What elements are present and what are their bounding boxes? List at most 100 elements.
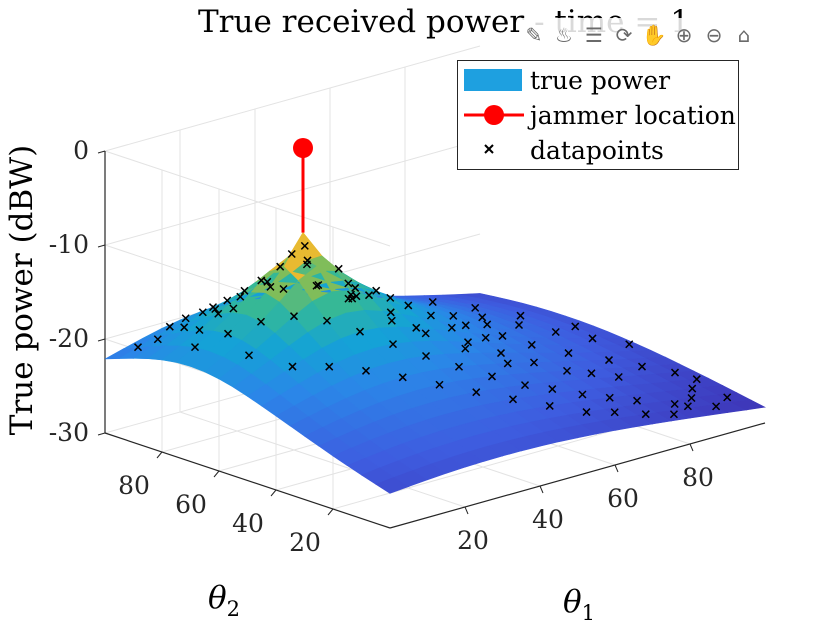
datapoint-stroke — [361, 366, 371, 375]
datapoint-stroke — [421, 329, 430, 338]
z-tick-label: -10 — [49, 230, 89, 259]
datapoint-stroke — [198, 308, 207, 317]
z-tick-mark — [97, 150, 106, 154]
zoom-in-icon[interactable]: ⊕ — [675, 23, 693, 47]
datapoint-marker — [723, 393, 732, 402]
datapoint-marker — [571, 322, 580, 331]
datapoint-marker — [334, 264, 343, 273]
datapoint-marker — [312, 281, 321, 290]
datapoint-stroke — [404, 301, 413, 310]
datapoint-marker — [498, 331, 507, 340]
datapoint-marker — [214, 309, 223, 318]
datapoint-stroke — [471, 303, 480, 312]
datapoint-stroke — [334, 264, 343, 273]
datapoint-marker — [190, 343, 200, 352]
datapoint-marker — [229, 304, 238, 313]
jammer-marker — [293, 138, 313, 158]
datapoint-stroke — [461, 344, 470, 353]
true-power-surface — [104, 231, 766, 494]
datapoint-marker — [208, 303, 218, 312]
z-gridline — [103, 45, 481, 247]
datapoint-stroke — [351, 283, 360, 292]
datapoint-marker — [398, 373, 407, 382]
jammer-location-series — [293, 138, 313, 233]
datapoint-marker — [256, 317, 266, 326]
datapoint-stroke — [571, 322, 580, 331]
legend-icon[interactable]: ☰ — [585, 23, 603, 47]
data-tips-icon[interactable]: ✎ — [525, 23, 543, 47]
rotate-icon[interactable]: ⟳ — [615, 23, 633, 47]
datapoint-marker — [461, 344, 470, 353]
datapoint-stroke — [426, 311, 435, 320]
datapoint-stroke — [548, 385, 557, 394]
datapoint-stroke — [503, 359, 512, 368]
brush-icon[interactable]: ♨ — [555, 23, 573, 47]
datapoint-marker — [487, 372, 497, 381]
datapoint-stroke — [364, 291, 374, 300]
datapoint-marker — [712, 402, 721, 411]
datapoint-stroke — [588, 334, 597, 343]
z-tick-label: -30 — [49, 418, 89, 447]
x-tick-mark — [539, 485, 544, 494]
datapoint-marker — [279, 284, 288, 294]
datapoint-stroke — [641, 410, 650, 419]
datapoint-stroke — [604, 356, 614, 365]
datapoint-stroke — [287, 249, 296, 258]
datapoint-marker — [481, 333, 490, 342]
datapoint-marker — [548, 385, 557, 394]
datapoint-marker — [588, 334, 597, 343]
y-tick-mark — [156, 451, 163, 459]
z-axis-label: True power (dBW) — [4, 145, 40, 435]
y-tick-mark — [213, 470, 220, 478]
z-tick-mark — [97, 432, 106, 436]
x-axis-label: θ1 — [563, 584, 595, 625]
legend-cross-icon — [484, 144, 494, 154]
legend-stem-icon — [464, 105, 524, 125]
datapoint-stroke — [712, 402, 721, 411]
axes-toolbar: ✎ ♨ ☰ ⟳ ✋ ⊕ ⊖ ⌂ — [520, 18, 758, 52]
datapoint-stroke — [605, 393, 614, 402]
datapoint-marker — [508, 395, 518, 404]
datapoint-stroke — [289, 312, 299, 321]
datapoint-marker — [314, 280, 323, 290]
datapoint-stroke — [454, 362, 464, 371]
y-tick-label: 20 — [289, 528, 321, 557]
datapoint-marker — [302, 260, 311, 269]
datapoint-stroke — [428, 297, 437, 307]
datapoint-stroke — [498, 331, 507, 340]
datapoint-stroke — [288, 362, 297, 371]
datapoint-marker — [625, 340, 634, 349]
y-tick-mark — [270, 489, 277, 497]
pan-icon[interactable]: ✋ — [641, 23, 667, 47]
legend-patch-icon — [464, 69, 522, 91]
x-tick-mark — [464, 506, 469, 515]
datapoint-stroke — [687, 393, 696, 403]
datapoint-marker — [153, 335, 162, 344]
datapoint-marker — [257, 276, 266, 285]
datapoint-marker — [263, 277, 272, 286]
datapoint-marker — [472, 388, 481, 397]
datapoint-marker — [387, 316, 396, 325]
datapoint-stroke — [266, 282, 275, 291]
zoom-out-icon[interactable]: ⊖ — [705, 23, 723, 47]
home-icon[interactable]: ⌂ — [737, 23, 751, 47]
datapoint-marker — [562, 366, 572, 375]
x-axis-line — [389, 422, 766, 529]
datapoint-marker — [461, 321, 470, 330]
z-tick-mark — [97, 338, 106, 342]
y-tick-label: 60 — [175, 490, 207, 519]
datapoint-stroke — [669, 410, 678, 419]
datapoint-stroke — [223, 329, 233, 338]
datapoint-stroke — [463, 338, 473, 347]
datapoint-marker — [447, 323, 456, 332]
datapoint-marker — [287, 249, 296, 258]
datapoint-marker — [180, 323, 189, 332]
x-tick-label: 20 — [457, 526, 489, 555]
datapoint-stroke — [587, 369, 596, 378]
datapoint-stroke — [302, 260, 311, 269]
x-floor-gridline — [179, 411, 466, 508]
datapoint-marker — [578, 390, 587, 399]
datapoint-marker — [545, 401, 554, 410]
datapoint-marker — [688, 384, 697, 393]
